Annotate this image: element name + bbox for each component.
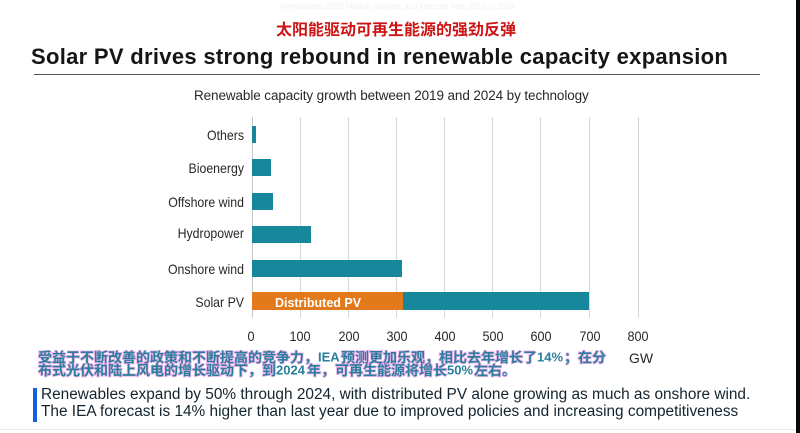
svg-text:14%: 14% <box>537 350 563 364</box>
svg-text:IEA: IEA <box>318 350 340 364</box>
svg-text:50%: 50% <box>447 363 473 377</box>
svg-text:2024: 2024 <box>276 363 306 377</box>
